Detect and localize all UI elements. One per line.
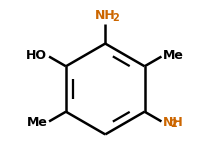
Text: Me: Me [163, 49, 184, 62]
Text: NH: NH [163, 116, 184, 129]
Text: NH: NH [95, 9, 116, 22]
Text: HO: HO [26, 49, 47, 62]
Text: Me: Me [26, 116, 47, 129]
Text: 2: 2 [170, 119, 177, 129]
Text: 2: 2 [113, 13, 119, 23]
